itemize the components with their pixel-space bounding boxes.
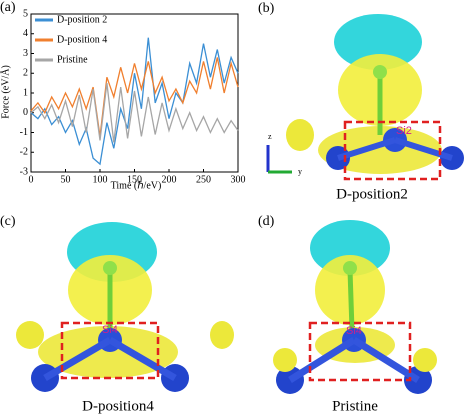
y-tick-label: 0	[23, 107, 28, 118]
caption: D-position2	[336, 186, 408, 202]
x-tick-label: 250	[196, 174, 211, 185]
legend-label: Pristine	[57, 54, 88, 65]
atom-label: Si2	[396, 125, 412, 137]
series-line	[30, 83, 239, 143]
axis-label: y	[298, 167, 302, 176]
atom-label: Si4	[346, 325, 362, 337]
axis-label: z	[268, 132, 272, 141]
x-axis-label: Time (ℏ/eV)	[111, 180, 162, 191]
x-tick-label: 50	[61, 174, 71, 185]
y-tick-label: -2	[20, 147, 28, 158]
x-tick-label: 300	[231, 174, 246, 185]
y-axis-label: Force (eV/Å)	[0, 65, 11, 119]
series-line	[30, 57, 239, 137]
y-tick-label: 5	[23, 8, 28, 19]
x-tick-label: 150	[127, 174, 142, 185]
panel-label: (d)	[258, 214, 275, 229]
panel-label: (a)	[0, 0, 16, 15]
y-tick-label: -3	[20, 166, 28, 177]
atom-label: Si4	[102, 324, 118, 336]
x-tick-label: 200	[162, 174, 177, 185]
y-tick-label: 1	[23, 87, 28, 98]
legend-label: D-position 4	[57, 34, 107, 45]
y-tick-label: 3	[23, 48, 28, 59]
legend-label: D-position 2	[57, 14, 107, 25]
y-tick-label: 4	[23, 28, 28, 39]
caption: D-position4	[82, 398, 154, 414]
panel-label: (b)	[258, 1, 275, 16]
y-tick-label: -1	[20, 127, 28, 138]
structure-b	[266, 14, 464, 181]
structure-c	[16, 222, 234, 392]
x-tick-label: 100	[93, 174, 108, 185]
series-line	[30, 37, 239, 166]
y-tick-label: 2	[23, 68, 28, 79]
x-tick-label: 0	[29, 174, 34, 185]
structure-d	[273, 220, 437, 394]
panel-label: (c)	[0, 214, 16, 229]
caption: Pristine	[332, 398, 378, 414]
